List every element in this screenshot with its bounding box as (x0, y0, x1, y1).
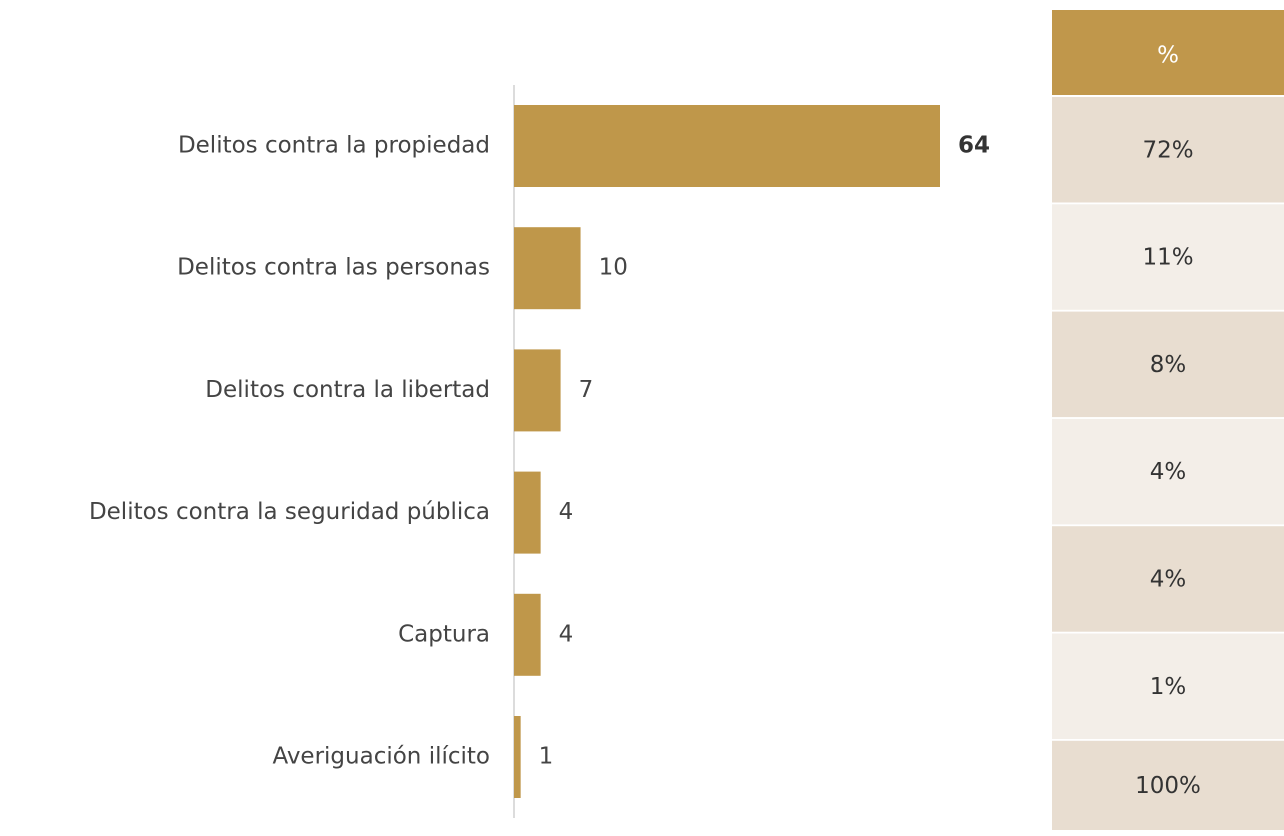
table-row (1052, 204, 1284, 310)
value-label: 7 (579, 377, 594, 403)
category-label: Delitos contra las personas (177, 255, 490, 281)
table-row (1052, 526, 1284, 632)
category-label: Delitos contra la libertad (205, 377, 490, 403)
table-cell: 11% (1142, 245, 1193, 271)
value-label: 4 (559, 499, 574, 525)
table-row (1052, 740, 1284, 830)
bar (514, 349, 561, 432)
table-row (1052, 633, 1284, 739)
bar (514, 716, 521, 798)
table-row (1052, 97, 1284, 203)
bar (514, 593, 541, 676)
category-label: Captura (398, 621, 490, 647)
table-row (1052, 418, 1284, 525)
category-label: Delitos contra la seguridad pública (89, 499, 490, 525)
value-label: 4 (559, 621, 574, 647)
table-cell: 1% (1150, 674, 1187, 700)
table-row (1052, 311, 1284, 418)
category-label: Averiguación ilícito (272, 744, 490, 770)
table-cell: 8% (1150, 352, 1187, 378)
bar (514, 471, 541, 554)
value-label: 10 (599, 255, 628, 281)
table-cell: 100% (1135, 773, 1201, 799)
table-cell: 72% (1142, 137, 1193, 163)
category-label: Delitos contra la propiedad (178, 133, 490, 159)
table-header (1052, 10, 1284, 95)
table-cell: 4% (1150, 459, 1187, 485)
bar (514, 227, 581, 310)
bar (514, 105, 940, 187)
value-label: 64 (958, 133, 990, 159)
table-header-text: % (1157, 43, 1179, 69)
value-label: 1 (539, 744, 554, 770)
table-cell: 4% (1150, 566, 1187, 592)
